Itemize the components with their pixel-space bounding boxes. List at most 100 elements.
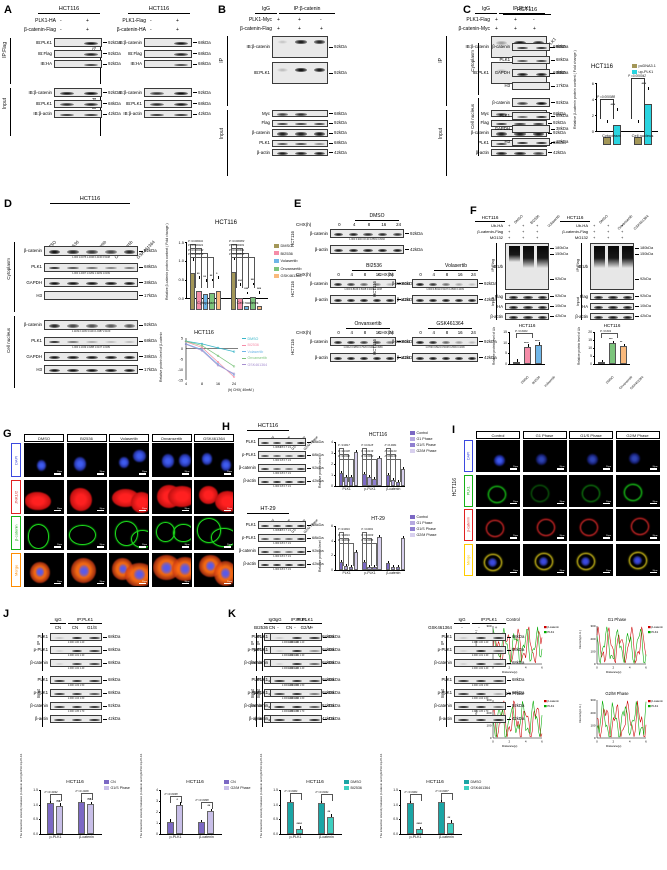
western-blot-band-x: [512, 43, 550, 51]
western-blot-band-x: [258, 547, 306, 555]
blot-label: β-catenin: [23, 322, 42, 327]
molecular-weight-marker: 68kDa: [548, 110, 566, 116]
bar: [190, 272, 196, 310]
bar: [390, 479, 395, 486]
blot-band: [173, 63, 189, 67]
panelE-timepoint: 8: [363, 330, 367, 335]
jnk-signal: [214, 490, 233, 512]
p-value: P <0.0001: [361, 528, 374, 531]
blot-band: [297, 454, 305, 458]
ubiquitin-smear-blot: [505, 243, 549, 290]
scale-bar: [510, 468, 517, 470]
panelA-left-ip-label: IP:Flag: [2, 42, 8, 58]
legend-item: G1/S Phase: [410, 526, 436, 532]
western-blot-band-x: [54, 49, 102, 58]
blot-band: [492, 718, 504, 722]
western-blot-band-x: [272, 139, 328, 147]
blot-band: [285, 467, 293, 471]
bar: [327, 817, 334, 834]
western-blot-band-x: [258, 451, 306, 459]
significance-stars: ***: [244, 287, 249, 292]
y-tick: 10: [586, 346, 595, 350]
panelE-timepoint: 8: [363, 272, 367, 277]
panelI-column-header: G2/M Phase: [615, 431, 660, 439]
blot-band: [285, 454, 293, 458]
blot-band: [88, 662, 100, 666]
plk1-signal: [530, 485, 549, 503]
blot-band: [492, 636, 504, 640]
blot-band: [495, 122, 508, 126]
scale-bar: [96, 509, 104, 511]
panelG-micrograph: 20μm: [151, 479, 192, 514]
blot-quantification: 1.000 1.04 1.60: [471, 697, 489, 701]
bar: [317, 803, 325, 834]
molecular-weight-marker: 68kDa: [506, 660, 525, 666]
panelF-condition-label: MG132: [574, 235, 588, 240]
blot-quantification: 1.000 1.04 1.60: [281, 697, 299, 701]
blot-band: [59, 91, 75, 96]
panelF-condition-label: β-catenin-Flag: [562, 229, 588, 234]
svg-text:200: 200: [590, 711, 595, 715]
blot-label: β-catenin: [309, 280, 328, 286]
blot-band: [415, 283, 424, 286]
blot-band: [475, 718, 487, 722]
merge-nucleus: [205, 561, 215, 571]
comparison-bracket: [339, 459, 354, 482]
comparison-bracket: [362, 543, 378, 566]
scale-text: 20μm: [559, 500, 565, 503]
legend-swatch: [274, 243, 279, 248]
panelI-micrograph: 20μm: [569, 543, 613, 576]
chx-label: CHX(h): [296, 272, 312, 277]
scale-text: 20μm: [99, 471, 105, 474]
blot-label: GAPDH: [26, 279, 42, 285]
legend-item: GSK461364: [274, 273, 302, 278]
blot-quantification: 1.0012 0.9866 0.7526 0.6401 0.3966: [343, 346, 383, 350]
blot-band: [104, 250, 117, 254]
legend-label: G1/S Phase: [416, 443, 436, 447]
blot-band: [276, 68, 289, 72]
error-bar: [252, 282, 254, 286]
blot-band: [333, 249, 343, 252]
x-tick: p-PLK1: [364, 571, 376, 576]
panelG-micrograph: 20μm: [151, 552, 192, 587]
blot-band: [458, 662, 470, 666]
western-blot-band-x: [144, 99, 192, 108]
x-tick: β-catenin: [439, 835, 454, 840]
western-blot-band-x: [270, 689, 322, 697]
legend-line: [242, 351, 246, 353]
panelG-micrograph: 20μm: [194, 479, 234, 514]
molecular-weight-marker: 42kDa: [550, 313, 566, 318]
blot-quantification: 1.000 1.4007 1.0269 1.3209 1.0169: [72, 271, 110, 275]
error-bar: [450, 820, 452, 823]
panelF-condition-value: +: [508, 223, 511, 228]
panelF-condition-value: +: [621, 229, 624, 234]
legend-line: [242, 338, 246, 340]
scale-bar: [224, 582, 231, 584]
panelE-timepoint: 0: [338, 222, 341, 227]
error-bar: [379, 535, 381, 537]
blot-label: p-PLK1: [33, 690, 48, 695]
western-blot-band-x: [44, 246, 138, 256]
bcatenin-signal: [630, 518, 649, 536]
blot-band: [88, 636, 100, 640]
legend-label: Onvansertib: [280, 265, 302, 271]
bar: [416, 829, 423, 834]
significance-stars: **: [203, 274, 206, 279]
blot-quantification: 1.000 1.05 1.70: [471, 710, 489, 714]
blot-label: p-PLK1: [253, 690, 268, 695]
panelF-ip-label: IP:Flag: [575, 259, 580, 272]
molecular-weight-marker: 92kDa: [103, 39, 121, 45]
merge-nucleus: [221, 567, 231, 580]
blot-label: IB:Ub: [492, 264, 503, 269]
blot-label: p-PLK1: [253, 647, 268, 652]
panelB-right-row0-v1: +: [514, 17, 517, 23]
legend-label: G1 Phase: [416, 437, 433, 441]
panelA-left-input-label: Input: [2, 98, 8, 110]
y-tick: 1: [151, 821, 161, 825]
scale-text: 20μm: [652, 500, 658, 503]
panelG-column-header: GSK461364: [194, 434, 234, 442]
merge-signal: [535, 553, 554, 571]
panelG-micrograph: 20μm: [194, 516, 234, 550]
panelF-condition-value: +: [621, 235, 624, 240]
